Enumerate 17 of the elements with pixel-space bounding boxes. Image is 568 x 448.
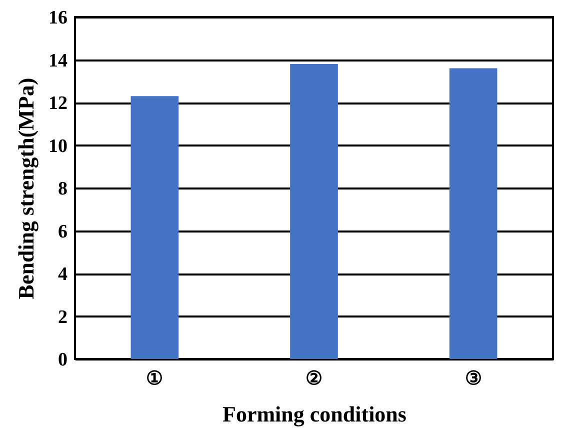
y-tick-label: 6 xyxy=(58,221,68,242)
bar xyxy=(290,64,338,359)
y-tick-label: 8 xyxy=(58,178,68,200)
y-tick-label: 14 xyxy=(48,50,68,72)
y-tick-label: 4 xyxy=(58,264,68,285)
y-tick-label: 0 xyxy=(58,350,68,370)
y-axis-title: Bending strength(MPa) xyxy=(14,78,38,300)
bar xyxy=(130,96,179,359)
x-tick-label: ② xyxy=(306,368,322,390)
y-tick-label: 2 xyxy=(58,306,68,328)
bar xyxy=(449,68,498,359)
x-tick-label: ① xyxy=(146,368,164,390)
y-tick-label: 16 xyxy=(48,8,68,28)
y-tick-label: 12 xyxy=(48,93,68,114)
x-axis-title: Forming conditions xyxy=(222,402,407,426)
y-tick-label: 10 xyxy=(48,136,68,157)
x-tick-label: ③ xyxy=(464,368,482,390)
